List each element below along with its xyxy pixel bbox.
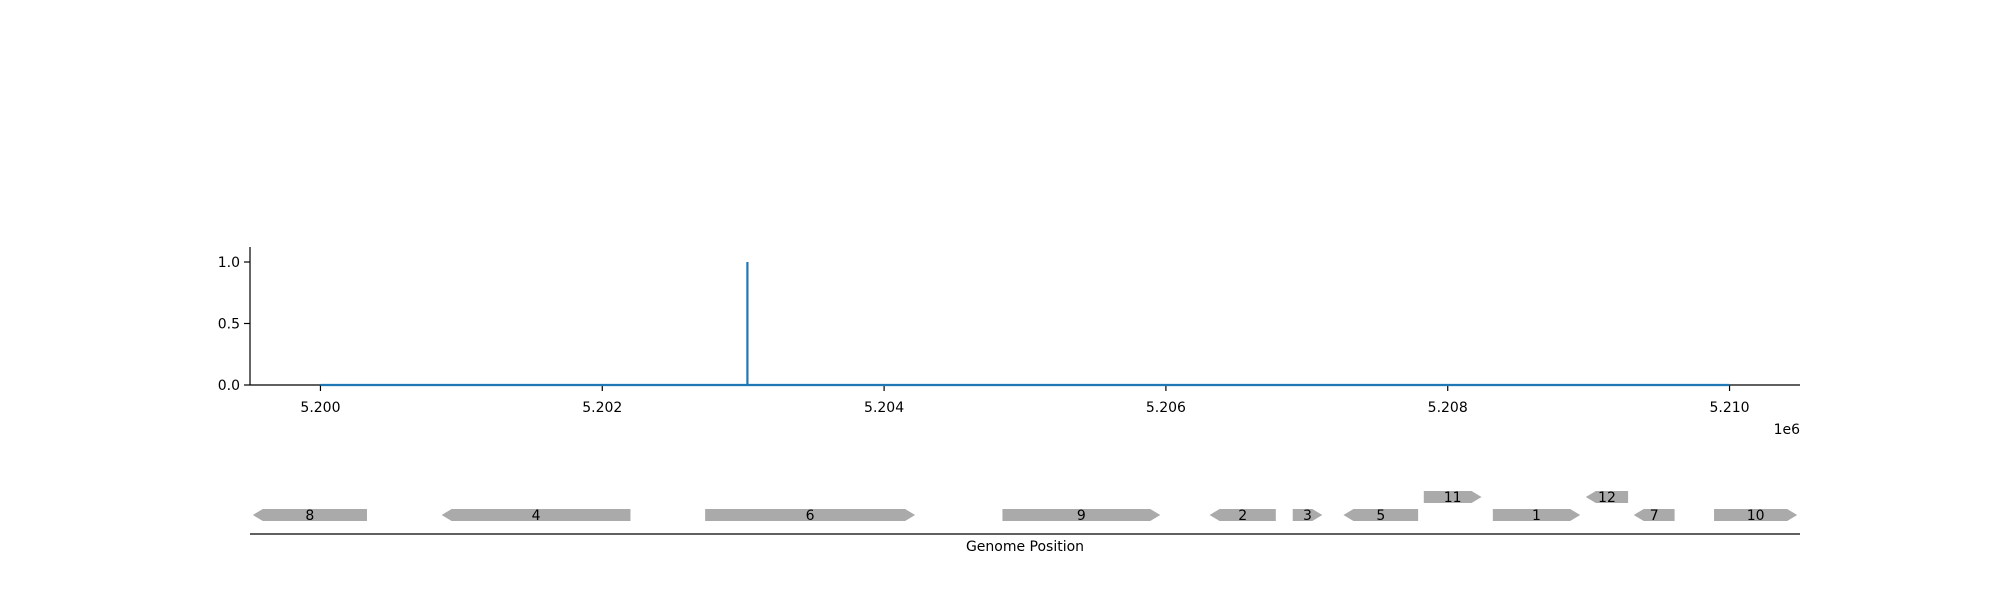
- x-tick-label: 5.202: [582, 400, 622, 416]
- gene-11: 11: [1423, 490, 1482, 506]
- gene-label: 11: [1444, 490, 1462, 506]
- gene-arrow: [1714, 509, 1798, 521]
- gene-label: 5: [1376, 508, 1385, 524]
- coverage-line: [320, 262, 1730, 387]
- gene-6: 6: [705, 508, 916, 524]
- gene-1: 1: [1492, 508, 1581, 524]
- x-tick-label: 5.208: [1428, 400, 1468, 416]
- gene-label: 4: [532, 508, 541, 524]
- y-ticks: 0.0 0.5 1.0: [218, 255, 250, 394]
- y-tick-label: 1.0: [218, 255, 240, 271]
- gene-arrow: [1292, 509, 1323, 521]
- gene-label: 2: [1238, 508, 1247, 524]
- gene-arrow: [441, 509, 631, 521]
- gene-label: 6: [806, 508, 815, 524]
- gene-label: 8: [305, 508, 314, 524]
- gene-label: 9: [1077, 508, 1086, 524]
- gene-map-xlabel: Genome Position: [966, 539, 1084, 555]
- gene-5: 5: [1343, 508, 1419, 524]
- gene-3: 3: [1292, 508, 1323, 524]
- gene-arrow: [1585, 491, 1629, 503]
- gene-10: 10: [1714, 508, 1798, 524]
- gene-12: 12: [1585, 490, 1629, 506]
- gene-arrow: [705, 509, 916, 521]
- gene-arrow: [252, 509, 367, 521]
- x-offset-label: 1e6: [1774, 422, 1801, 438]
- x-tick-label: 5.204: [864, 400, 904, 416]
- gene-label: 1: [1532, 508, 1541, 524]
- coverage-plot: 0.0 0.5 1.0 5.200 5.202 5.204 5.206 5.208 5.210…: [218, 247, 1800, 438]
- gene-8: 8: [252, 508, 367, 524]
- gene-2: 2: [1209, 508, 1276, 524]
- x-ticks: 5.200 5.202 5.204 5.206 5.208 5.210: [300, 385, 1750, 416]
- gene-label: 10: [1747, 508, 1765, 524]
- y-tick-label: 0.0: [218, 378, 240, 394]
- gene-arrow: [1209, 509, 1276, 521]
- gene-9: 9: [1002, 508, 1161, 524]
- gene-arrow: [1492, 509, 1581, 521]
- gene-4: 4: [441, 508, 631, 524]
- gene-label: 3: [1303, 508, 1312, 524]
- gene-label: 12: [1598, 490, 1616, 506]
- x-tick-label: 5.206: [1146, 400, 1186, 416]
- gene-arrow: [1423, 491, 1482, 503]
- y-tick-label: 0.5: [218, 317, 240, 333]
- gene-arrow: [1633, 509, 1675, 521]
- x-tick-label: 5.200: [300, 400, 340, 416]
- gene-7: 7: [1633, 508, 1675, 524]
- x-tick-label: 5.210: [1709, 400, 1749, 416]
- gene-arrow: [1343, 509, 1419, 521]
- gene-label: 7: [1650, 508, 1659, 524]
- gene-arrow: [1002, 509, 1161, 521]
